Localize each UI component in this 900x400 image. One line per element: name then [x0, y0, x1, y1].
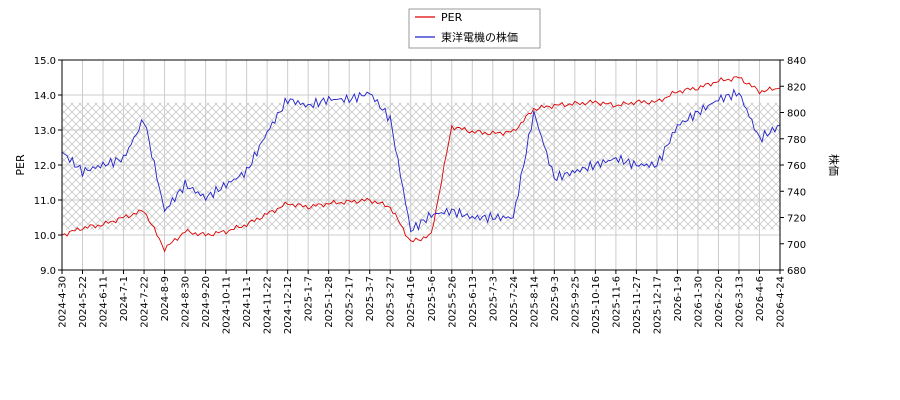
legend-label-per: PER — [441, 11, 463, 24]
y-tick-label: 10.0 — [34, 231, 56, 242]
y2-tick-label: 680 — [787, 266, 806, 277]
y-tick-label: 11.0 — [34, 196, 56, 207]
x-tick-label: 2025-7-24 — [509, 276, 520, 328]
x-tick-label: 2024-7-22 — [140, 276, 151, 328]
y2-axis-label: 株価 — [827, 154, 841, 176]
hatch-band — [62, 102, 780, 230]
x-tick-label: 2026-1-9 — [673, 276, 684, 321]
x-tick-label: 2025-8-14 — [529, 276, 540, 328]
x-tick-label: 2026-3-13 — [734, 276, 745, 328]
series-line-stock-price — [61, 88, 781, 233]
x-tick-label: 2025-9-25 — [570, 276, 581, 328]
y-tick-label: 13.0 — [34, 126, 56, 137]
y2-tick-label: 720 — [787, 214, 806, 225]
y2-tick-label: 820 — [787, 82, 806, 93]
x-tick-label: 2025-5-26 — [447, 276, 458, 328]
y-axis-left: 9.0 10.0 11.0 12.0 13.0 14.0 15.0 — [34, 56, 62, 277]
y2-tick-label: 780 — [787, 135, 806, 146]
x-tick-label: 2025-10-16 — [591, 276, 602, 334]
x-tick-label: 2025-3-7 — [365, 276, 376, 321]
x-axis: 2024-4-30 2024-5-22 2024-6-11 2024-7-1 2024-… — [58, 270, 787, 334]
x-tick-label: 2026-4-6 — [755, 276, 766, 321]
x-tick-label: 2024-9-20 — [201, 276, 212, 328]
x-tick-label: 2024-8-9 — [160, 276, 171, 321]
x-tick-label: 2024-5-22 — [78, 276, 89, 328]
x-tick-label: 2026-4-24 — [776, 276, 787, 328]
x-tick-label: 2025-6-13 — [468, 276, 479, 328]
y2-tick-label: 800 — [787, 109, 806, 120]
legend-box — [408, 8, 541, 49]
y-tick-label: 14.0 — [34, 91, 56, 102]
y2-tick-label: 700 — [787, 240, 806, 251]
y-axis-label: PER — [14, 154, 27, 176]
legend-label-stock: 東洋電機の株価 — [441, 30, 518, 44]
x-tick-label: 2026-1-30 — [693, 276, 704, 328]
x-tick-label: 2025-11-27 — [632, 276, 643, 334]
y2-tick-label: 760 — [787, 161, 806, 172]
x-tick-label: 2025-7-3 — [488, 276, 499, 321]
x-tick-label: 2024-10-11 — [222, 276, 233, 334]
x-tick-label: 2025-4-16 — [406, 276, 417, 328]
legend: PER 東洋電機の株価 — [408, 8, 541, 49]
x-tick-label: 2025-9-3 — [550, 276, 561, 321]
x-tick-label: 2025-5-6 — [427, 276, 438, 321]
x-tick-label: 2024-11-22 — [263, 276, 274, 334]
y2-tick-label: 840 — [787, 56, 806, 67]
grid — [61, 59, 781, 271]
y-axis-right: 680 700 720 740 760 780 800 820 840 — [780, 56, 806, 277]
series-lines — [61, 76, 781, 253]
y-tick-label: 12.0 — [34, 161, 56, 172]
x-tick-label: 2024-6-11 — [99, 276, 110, 328]
x-tick-label: 2026-2-20 — [714, 276, 725, 328]
x-tick-label: 2025-11-6 — [611, 276, 622, 328]
series-line-per — [61, 76, 781, 253]
y-tick-label: 9.0 — [40, 266, 56, 277]
x-tick-label: 2024-11-1 — [242, 276, 253, 328]
x-tick-label: 2025-2-17 — [345, 276, 356, 328]
x-tick-label: 2025-3-27 — [386, 276, 397, 328]
x-tick-label: 2024-4-30 — [58, 276, 69, 328]
y-tick-label: 15.0 — [34, 56, 56, 67]
x-tick-label: 2025-1-7 — [304, 276, 315, 321]
x-tick-label: 2024-7-1 — [119, 276, 130, 321]
x-tick-label: 2024-12-12 — [283, 276, 294, 334]
x-tick-label: 2025-1-28 — [324, 276, 335, 328]
y2-tick-label: 740 — [787, 187, 806, 198]
x-tick-label: 2025-12-17 — [652, 276, 663, 334]
x-tick-label: 2024-8-30 — [181, 276, 192, 328]
